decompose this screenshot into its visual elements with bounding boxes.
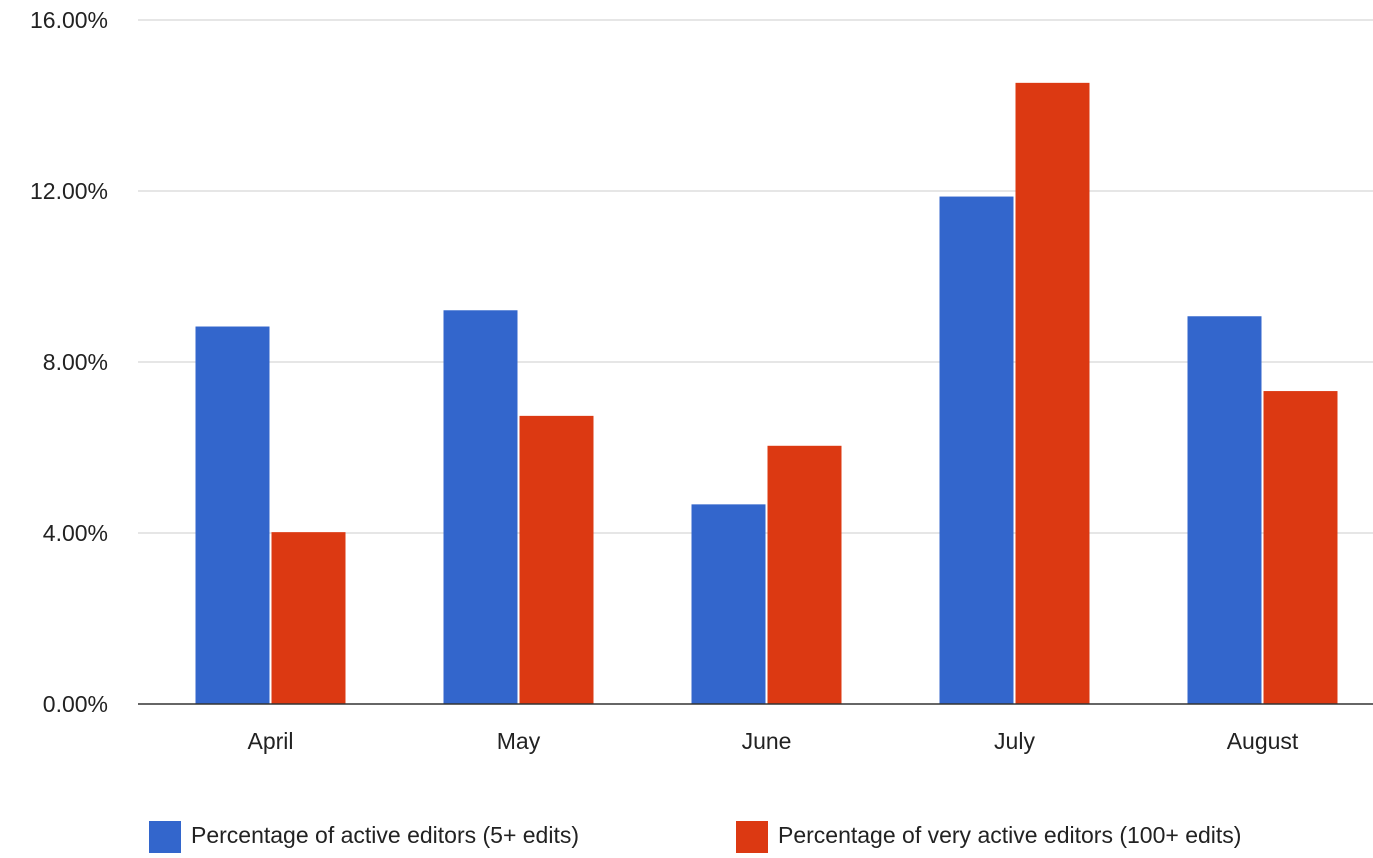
legend-swatch [736, 821, 768, 853]
legend: Percentage of active editors (5+ edits) P… [149, 821, 1241, 853]
bar-active-editors-july [939, 196, 1014, 704]
x-category-label: August [1227, 728, 1299, 754]
bar-active-editors-april [195, 326, 270, 704]
legend-swatch [149, 821, 181, 853]
bar-active-editors-june [691, 504, 766, 704]
bar-active-editors-august [1187, 316, 1262, 704]
bar-very-active-editors-june [767, 445, 842, 704]
bar-very-active-editors-august [1263, 391, 1338, 704]
y-tick-label: 12.00% [30, 178, 108, 204]
y-axis-tick-labels: 0.00% 4.00% 8.00% 12.00% 16.00% [30, 7, 108, 717]
y-tick-label: 0.00% [43, 691, 108, 717]
bar-active-editors-may [443, 310, 518, 704]
bars [195, 82, 1338, 704]
bar-very-active-editors-may [519, 415, 594, 704]
y-tick-label: 8.00% [43, 349, 108, 375]
y-tick-label: 16.00% [30, 7, 108, 33]
y-tick-label: 4.00% [43, 520, 108, 546]
x-category-label: June [742, 728, 792, 754]
bar-very-active-editors-april [271, 532, 346, 704]
x-category-label: May [497, 728, 541, 754]
legend-label: Percentage of active editors (5+ edits) [191, 822, 579, 848]
bar-very-active-editors-july [1015, 82, 1090, 704]
x-axis-category-labels: April May June July August [247, 728, 1298, 754]
legend-label: Percentage of very active editors (100+ … [778, 822, 1241, 848]
x-category-label: July [994, 728, 1035, 754]
x-category-label: April [247, 728, 293, 754]
